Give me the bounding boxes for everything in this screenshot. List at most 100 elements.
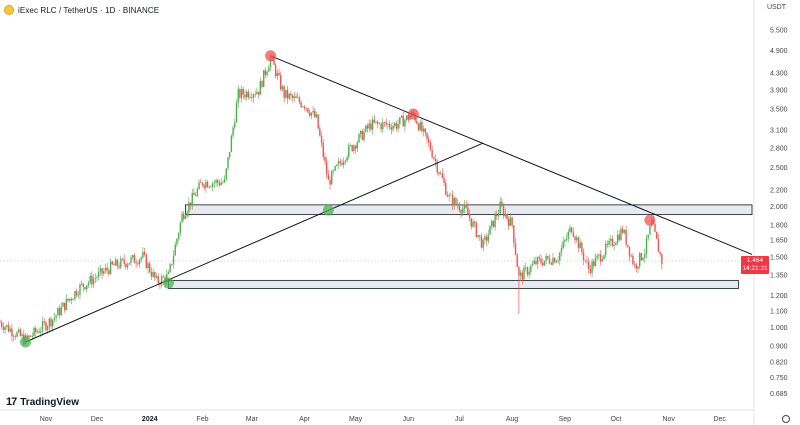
time-axis[interactable]: Nov Dec 2024 Feb Mar Apr May Jun Jul Aug Sep Oct Nov… [0,409,754,423]
candle-body [261,81,263,87]
candle-body [257,91,260,95]
candle [218,179,221,188]
candle [480,232,483,249]
candle [286,85,289,104]
candle-body [356,142,358,149]
candle [72,298,74,300]
candle [87,280,90,289]
candle [659,251,661,257]
tradingview-logo[interactable]: 17 TradingView [6,396,79,408]
candle-body [382,122,384,130]
candle [593,258,595,270]
candle-body [659,252,661,255]
candle [213,180,216,189]
candle-body [245,91,248,98]
x-tick-label: Apr [299,416,311,423]
candle [288,92,290,101]
currency-label[interactable]: USDT [766,4,786,11]
candle-body [433,157,435,159]
gear-icon[interactable] [782,415,790,423]
candle [19,327,22,337]
candle [194,192,197,197]
candle [484,233,486,245]
candle [123,254,125,267]
candle-body [604,243,607,256]
candle-body [337,161,340,165]
candle-body [456,203,459,206]
candle [625,225,627,247]
y-tick-label: 4.300 [770,71,788,78]
candle [60,302,62,317]
candle-body [388,123,391,128]
y-tick-label: 2.800 [770,145,788,152]
candle-body [193,192,195,196]
candle [450,192,452,196]
candle-body [181,213,183,223]
candle-body [234,122,236,128]
candle [436,159,438,176]
candle [506,213,508,221]
candle-body [86,285,88,290]
candle [656,231,658,240]
candle [572,227,575,238]
candle-body [543,260,546,266]
candle-body [426,132,428,140]
candle-body [377,121,379,124]
candle-body [189,202,192,206]
candle-body [542,262,544,266]
candle [399,117,401,129]
y-tick-label: 0.750 [770,375,788,382]
candle [234,118,236,130]
candle [547,255,549,260]
marker-layer [20,50,656,348]
y-tick-label: 1.800 [770,222,788,229]
candle [140,256,142,264]
candle-body [402,115,404,127]
candle-body [455,198,457,204]
candle-body [487,234,489,241]
candle-body [579,242,581,249]
resistance-zone [185,204,753,216]
candle-body [142,252,144,258]
candle [499,196,501,214]
candle [368,119,370,133]
candle [181,211,183,223]
candle-body [424,128,427,133]
candle [443,173,445,187]
candle-body [111,261,113,265]
candle [504,209,507,219]
candle-body [179,222,182,234]
candle-body [38,331,40,333]
candle-body [502,206,505,217]
candle [55,314,57,322]
candle [348,142,350,160]
candle-body [7,325,10,332]
candle-body [171,264,173,265]
candle-body [591,261,593,273]
candle [92,273,95,288]
candle-body [528,271,530,275]
tradingview-logo-text: TradingView [20,396,79,408]
candle-body [586,260,588,262]
ascending-trendline [25,142,484,343]
candle [332,168,335,175]
candle [254,90,256,98]
candle-body [623,230,626,233]
candle-body [533,260,535,264]
candle-body [400,115,403,118]
candle-body [385,122,387,125]
candle [50,316,52,330]
candle-body [327,174,330,180]
candle [434,154,437,167]
candle [198,179,200,190]
candle [339,158,341,167]
chart-title[interactable]: iExec RLC / TetherUS · 1D · BINANCE [18,5,160,15]
candle [378,122,381,125]
candle [320,131,323,148]
candle-body [121,258,124,260]
zone-layer [168,204,753,289]
candle-body [87,282,90,286]
price-axis[interactable]: 5.500 4.900 4.300 3.900 3.500 3.100 2.800 2.500… [753,0,788,425]
candle-body [589,269,592,273]
